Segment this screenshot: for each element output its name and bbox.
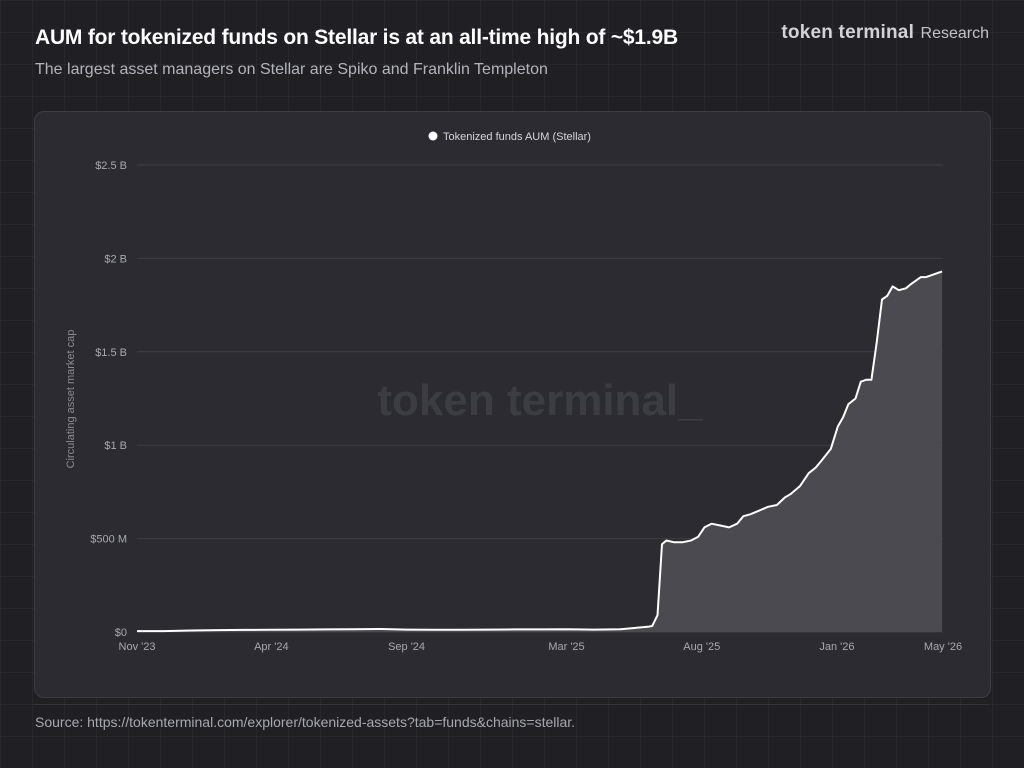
footer-divider bbox=[34, 704, 989, 705]
series-line bbox=[137, 270, 943, 633]
brand-sub: Research bbox=[920, 25, 989, 42]
legend-marker bbox=[428, 131, 438, 141]
legend: Tokenized funds AUM (Stellar) bbox=[428, 131, 591, 143]
brand-logo: token terminal Research bbox=[781, 22, 989, 44]
series-area bbox=[137, 271, 943, 632]
brand-name: token terminal bbox=[781, 22, 915, 43]
chart-subtitle: The largest asset managers on Stellar ar… bbox=[35, 61, 548, 78]
x-tick-label: Aug '25 bbox=[683, 641, 720, 653]
x-tick-label: Sep '24 bbox=[388, 641, 425, 653]
x-tick-label: Jan '26 bbox=[819, 641, 854, 653]
x-tick-label: Apr '24 bbox=[254, 641, 289, 653]
y-tick-label: $1.5 B bbox=[95, 347, 127, 359]
legend-label: Tokenized funds AUM (Stellar) bbox=[443, 131, 591, 143]
x-tick-label: Mar '25 bbox=[548, 641, 584, 653]
x-tick-label: May '26 bbox=[924, 641, 962, 653]
source-note: Source: https://tokenterminal.com/explor… bbox=[35, 714, 576, 730]
x-tick-label: Nov '23 bbox=[119, 641, 156, 653]
y-axis-label: Circulating asset market cap bbox=[65, 330, 77, 469]
y-tick-label: $1 B bbox=[104, 440, 127, 452]
chart-panel: token terminal_ $0 $500 M $1 B $1.5 B $2 B $2… bbox=[34, 111, 991, 698]
chart: token terminal_ $0 $500 M $1 B $1.5 B $2 B $2… bbox=[65, 131, 962, 653]
watermark: token terminal_ bbox=[377, 376, 703, 425]
y-tick-label: $2.5 B bbox=[95, 160, 127, 172]
chart-title: AUM for tokenized funds on Stellar is at… bbox=[35, 26, 678, 49]
y-tick-label: $0 bbox=[115, 627, 127, 639]
y-tick-label: $500 M bbox=[90, 534, 127, 546]
y-tick-label: $2 B bbox=[104, 253, 127, 265]
